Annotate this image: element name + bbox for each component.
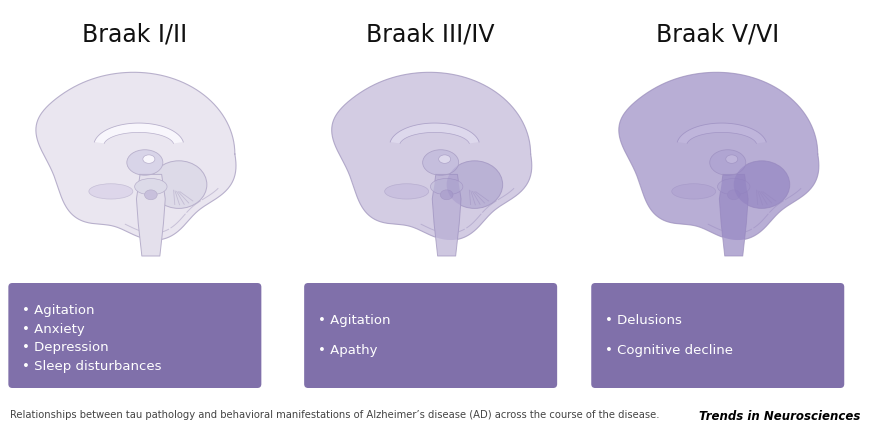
Ellipse shape <box>135 179 167 196</box>
Polygon shape <box>719 175 747 256</box>
Text: • Delusions: • Delusions <box>605 313 681 326</box>
Ellipse shape <box>717 179 749 196</box>
Polygon shape <box>331 73 531 241</box>
Text: • Agitation: • Agitation <box>23 303 95 316</box>
Text: • Depression: • Depression <box>23 340 109 353</box>
Text: • Cognitive decline: • Cognitive decline <box>605 343 733 356</box>
Text: Braak III/IV: Braak III/IV <box>366 22 494 46</box>
Ellipse shape <box>430 179 462 196</box>
Ellipse shape <box>384 184 428 200</box>
Polygon shape <box>331 73 531 241</box>
Ellipse shape <box>440 190 453 200</box>
Ellipse shape <box>725 155 737 164</box>
Ellipse shape <box>150 161 207 209</box>
Ellipse shape <box>733 161 789 209</box>
Polygon shape <box>36 73 235 241</box>
Ellipse shape <box>733 161 789 209</box>
Text: • Sleep disturbances: • Sleep disturbances <box>23 359 162 372</box>
Ellipse shape <box>422 150 458 176</box>
Polygon shape <box>677 124 766 144</box>
Polygon shape <box>618 73 818 241</box>
Text: Braak V/VI: Braak V/VI <box>655 22 779 46</box>
Text: Braak I/II: Braak I/II <box>83 22 187 46</box>
FancyBboxPatch shape <box>9 283 261 388</box>
Ellipse shape <box>446 161 502 209</box>
Polygon shape <box>719 175 747 256</box>
Polygon shape <box>432 175 461 256</box>
Text: Trends in Neurosciences: Trends in Neurosciences <box>698 409 859 422</box>
Ellipse shape <box>127 150 163 176</box>
Ellipse shape <box>446 161 502 209</box>
Polygon shape <box>136 175 165 256</box>
FancyBboxPatch shape <box>591 283 843 388</box>
Ellipse shape <box>144 190 157 200</box>
Text: • Agitation: • Agitation <box>318 313 390 326</box>
Text: Relationships between tau pathology and behavioral manifestations of Alzheimer’s: Relationships between tau pathology and … <box>10 409 659 419</box>
Ellipse shape <box>438 155 450 164</box>
FancyBboxPatch shape <box>304 283 556 388</box>
Ellipse shape <box>143 155 155 164</box>
Polygon shape <box>95 124 183 144</box>
Ellipse shape <box>671 184 715 200</box>
Text: • Apathy: • Apathy <box>318 343 377 356</box>
Polygon shape <box>432 175 461 256</box>
Ellipse shape <box>89 184 133 200</box>
Polygon shape <box>390 124 479 144</box>
Text: • Anxiety: • Anxiety <box>23 322 85 335</box>
Ellipse shape <box>709 150 745 176</box>
Polygon shape <box>618 73 818 241</box>
Ellipse shape <box>726 190 740 200</box>
